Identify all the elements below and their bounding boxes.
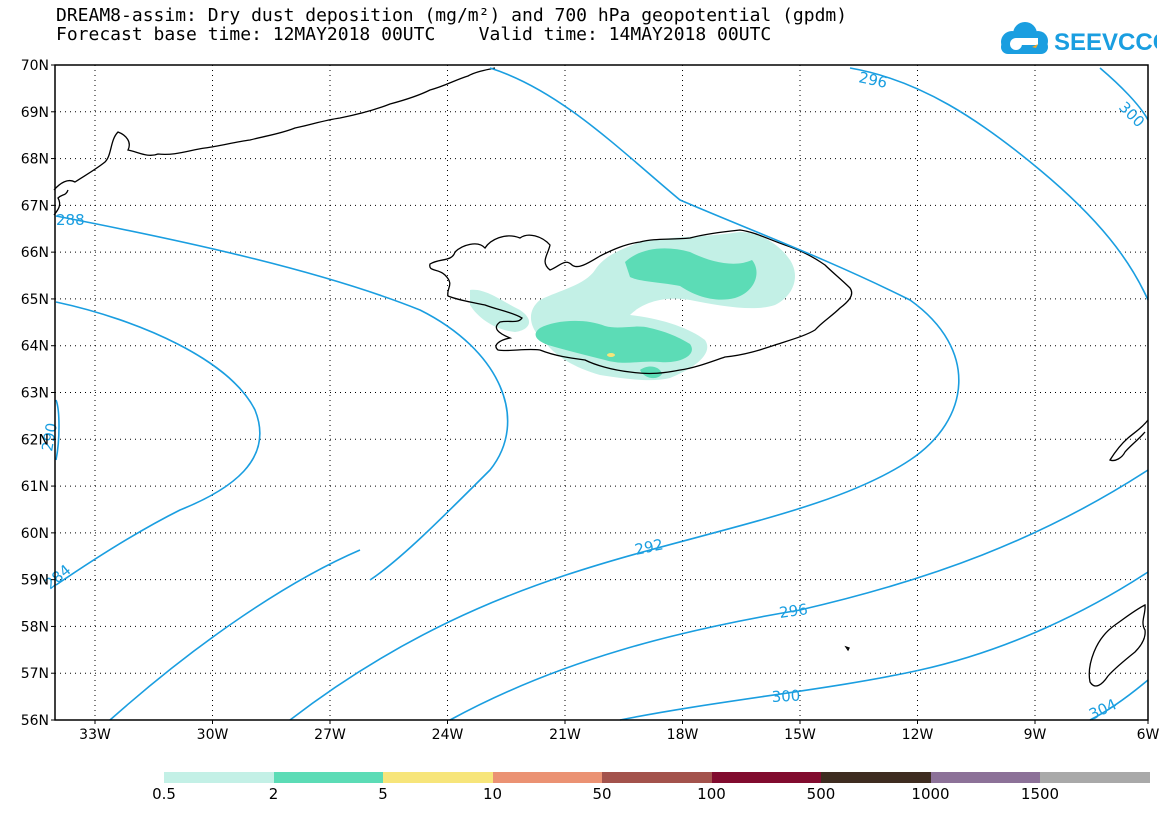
iceland-coast: [429, 229, 853, 375]
legend-label: 50: [592, 785, 612, 803]
legend-swatch: [711, 772, 822, 783]
contour-296-b: [449, 469, 1149, 721]
legend-swatch: [1040, 772, 1150, 783]
lon-label: 15W: [784, 727, 816, 743]
lon-label: 27W: [314, 727, 346, 743]
lon-label: 6W: [1137, 727, 1160, 743]
contour-296-top: [849, 67, 1149, 301]
lat-label: 62N: [21, 432, 49, 448]
lat-label: 57N: [21, 666, 49, 682]
lon-label: 30W: [197, 727, 229, 743]
dust-deposition-field: [470, 232, 795, 381]
lat-label: 61N: [21, 479, 49, 495]
map-title-line2: Forecast base time: 12MAY2018 00UTC Vali…: [56, 24, 772, 45]
contour-label: 300: [771, 687, 801, 706]
lat-label: 69N: [21, 105, 49, 121]
lat-label: 68N: [21, 152, 49, 168]
contour-label: 300: [1115, 98, 1148, 131]
legend-swatch: [821, 772, 931, 783]
contour-304: [1089, 679, 1149, 721]
lat-label: 63N: [21, 386, 49, 402]
dust-area-medium: [625, 248, 757, 300]
legend-label: 100: [697, 785, 726, 803]
lat-label: 66N: [21, 245, 49, 261]
lon-label: 21W: [549, 727, 581, 743]
map-title-line1: DREAM8-assim: Dry dust deposition (mg/m²…: [56, 5, 848, 26]
lat-label: 59N: [21, 573, 49, 589]
lat-label: 67N: [21, 198, 49, 214]
legend-label: 10: [482, 785, 503, 803]
contour-290: [55, 399, 60, 461]
lon-label: 33W: [79, 727, 111, 743]
lat-label: 58N: [21, 619, 49, 635]
geopotential-contours: [55, 67, 1149, 721]
greenland-east-coast: [53, 189, 69, 216]
lat-label: 60N: [21, 526, 49, 542]
scotland-coast: [1088, 604, 1146, 687]
dust-area-low: [470, 289, 530, 332]
lat-label: 56N: [21, 713, 49, 729]
legend-label: 2: [268, 785, 279, 803]
contour-284: [55, 301, 261, 586]
contour-288: [55, 215, 509, 581]
graticule: [55, 65, 1148, 720]
greenland-coast: [53, 67, 496, 191]
legend-swatch: [383, 772, 493, 783]
legend-label: 5: [378, 785, 388, 803]
lon-label: 18W: [667, 727, 699, 743]
logo-text: SEEVCCC: [1054, 29, 1157, 56]
legend-label: 500: [806, 785, 836, 803]
dust-area-high: [607, 353, 615, 357]
legend-label: 0.5: [152, 785, 176, 803]
dust-area-medium: [535, 320, 692, 363]
lon-label: 24W: [432, 727, 464, 743]
map-frame: [54, 64, 1149, 721]
contour-292: [289, 67, 960, 721]
contour-300-top: [1099, 67, 1149, 121]
contour-label: 296: [857, 68, 889, 92]
lat-label: 65N: [21, 292, 49, 308]
contour-296: [109, 549, 361, 721]
cloud-logo-icon: [1001, 22, 1048, 54]
lat-label: 64N: [21, 339, 49, 355]
coastlines: [53, 67, 1149, 687]
legend-swatch: [164, 772, 274, 783]
lat-label: 70N: [21, 58, 49, 74]
contour-label: 292: [633, 535, 665, 559]
legend-swatch: [930, 772, 1041, 783]
seevccc-logo: SEEVCCC: [1001, 22, 1157, 56]
legend-label: 1500: [1020, 785, 1060, 803]
legend-swatch: [273, 772, 384, 783]
dust-area-medium: [640, 366, 662, 379]
contour-label: 296: [778, 600, 809, 622]
legend-swatch: [492, 772, 603, 783]
faroe-islands: [844, 645, 850, 652]
lon-label: 9W: [1024, 727, 1047, 743]
legend-swatch: [602, 772, 712, 783]
contour-300: [619, 571, 1149, 721]
legend-label: 1000: [911, 785, 950, 803]
lon-label: 12W: [902, 727, 934, 743]
norway-coast: [1109, 419, 1149, 462]
contour-label: 288: [56, 211, 85, 229]
